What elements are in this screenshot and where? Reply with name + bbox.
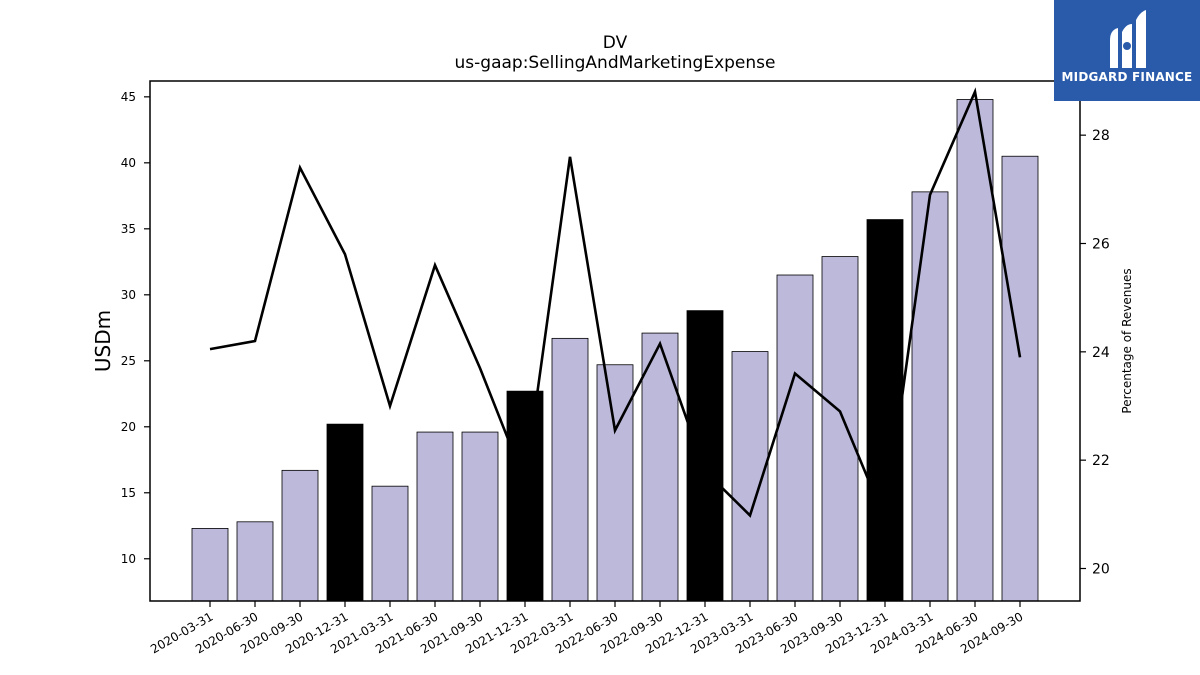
bar-2022-06-30 — [596, 364, 634, 602]
logo-mark-icon — [1110, 10, 1146, 68]
y-tick-label: 15 — [121, 486, 136, 500]
bar-2024-03-31 — [911, 191, 949, 602]
bar-2020-06-30 — [236, 521, 274, 602]
y-axis-label: USDm — [91, 310, 115, 372]
y2-tick-label: 22 — [1092, 453, 1110, 469]
y2-tick-label: 28 — [1092, 128, 1110, 144]
percentage-line — [209, 87, 1022, 525]
y2-axis-ticks: 20 22 24 26 28 — [1080, 128, 1110, 578]
y2-tick-label: 26 — [1092, 237, 1110, 253]
y2-tick-label: 24 — [1092, 345, 1110, 361]
y-tick-label: 30 — [121, 288, 136, 302]
y2-tick-label: 20 — [1092, 562, 1110, 578]
bar-2021-12-31 — [506, 390, 544, 602]
bar-2022-03-31 — [551, 337, 589, 602]
bar-2024-06-30 — [956, 99, 994, 602]
y-tick-label: 45 — [121, 90, 136, 104]
bar-2021-09-30 — [461, 431, 499, 602]
midgard-finance-logo: MIDGARD FINANCE — [1054, 0, 1200, 101]
bar-2023-12-31 — [866, 219, 904, 602]
y2-axis-label: Percentage of Revenues — [1120, 268, 1134, 413]
bar-2020-09-30 — [281, 469, 319, 602]
y-axis-ticks: 10 15 20 25 30 35 40 45 — [121, 90, 150, 566]
bar-2024-09-30 — [1001, 155, 1039, 602]
bar-2023-06-30 — [776, 274, 814, 602]
chart-subtitle: us-gaap:SellingAndMarketingExpense — [455, 53, 776, 73]
y-tick-label: 25 — [121, 354, 136, 368]
y-tick-label: 35 — [121, 222, 136, 236]
chart-title: DV — [603, 33, 628, 53]
bar-series — [191, 99, 1039, 602]
bar-2021-03-31 — [371, 485, 409, 602]
bar-2021-06-30 — [416, 431, 454, 602]
x-axis-ticks: 2020-03-312020-06-302020-09-302020-12-31… — [148, 601, 1026, 656]
bar-2023-09-30 — [821, 256, 859, 602]
logo-text: MIDGARD FINANCE — [1061, 70, 1193, 84]
y-tick-label: 20 — [121, 420, 136, 434]
bar-2020-12-31 — [326, 423, 364, 602]
y-tick-label: 10 — [121, 552, 136, 566]
bar-2020-03-31 — [191, 528, 229, 602]
y-tick-label: 40 — [121, 156, 136, 170]
bar-2022-09-30 — [641, 332, 679, 602]
bar-2022-12-31 — [686, 310, 724, 602]
